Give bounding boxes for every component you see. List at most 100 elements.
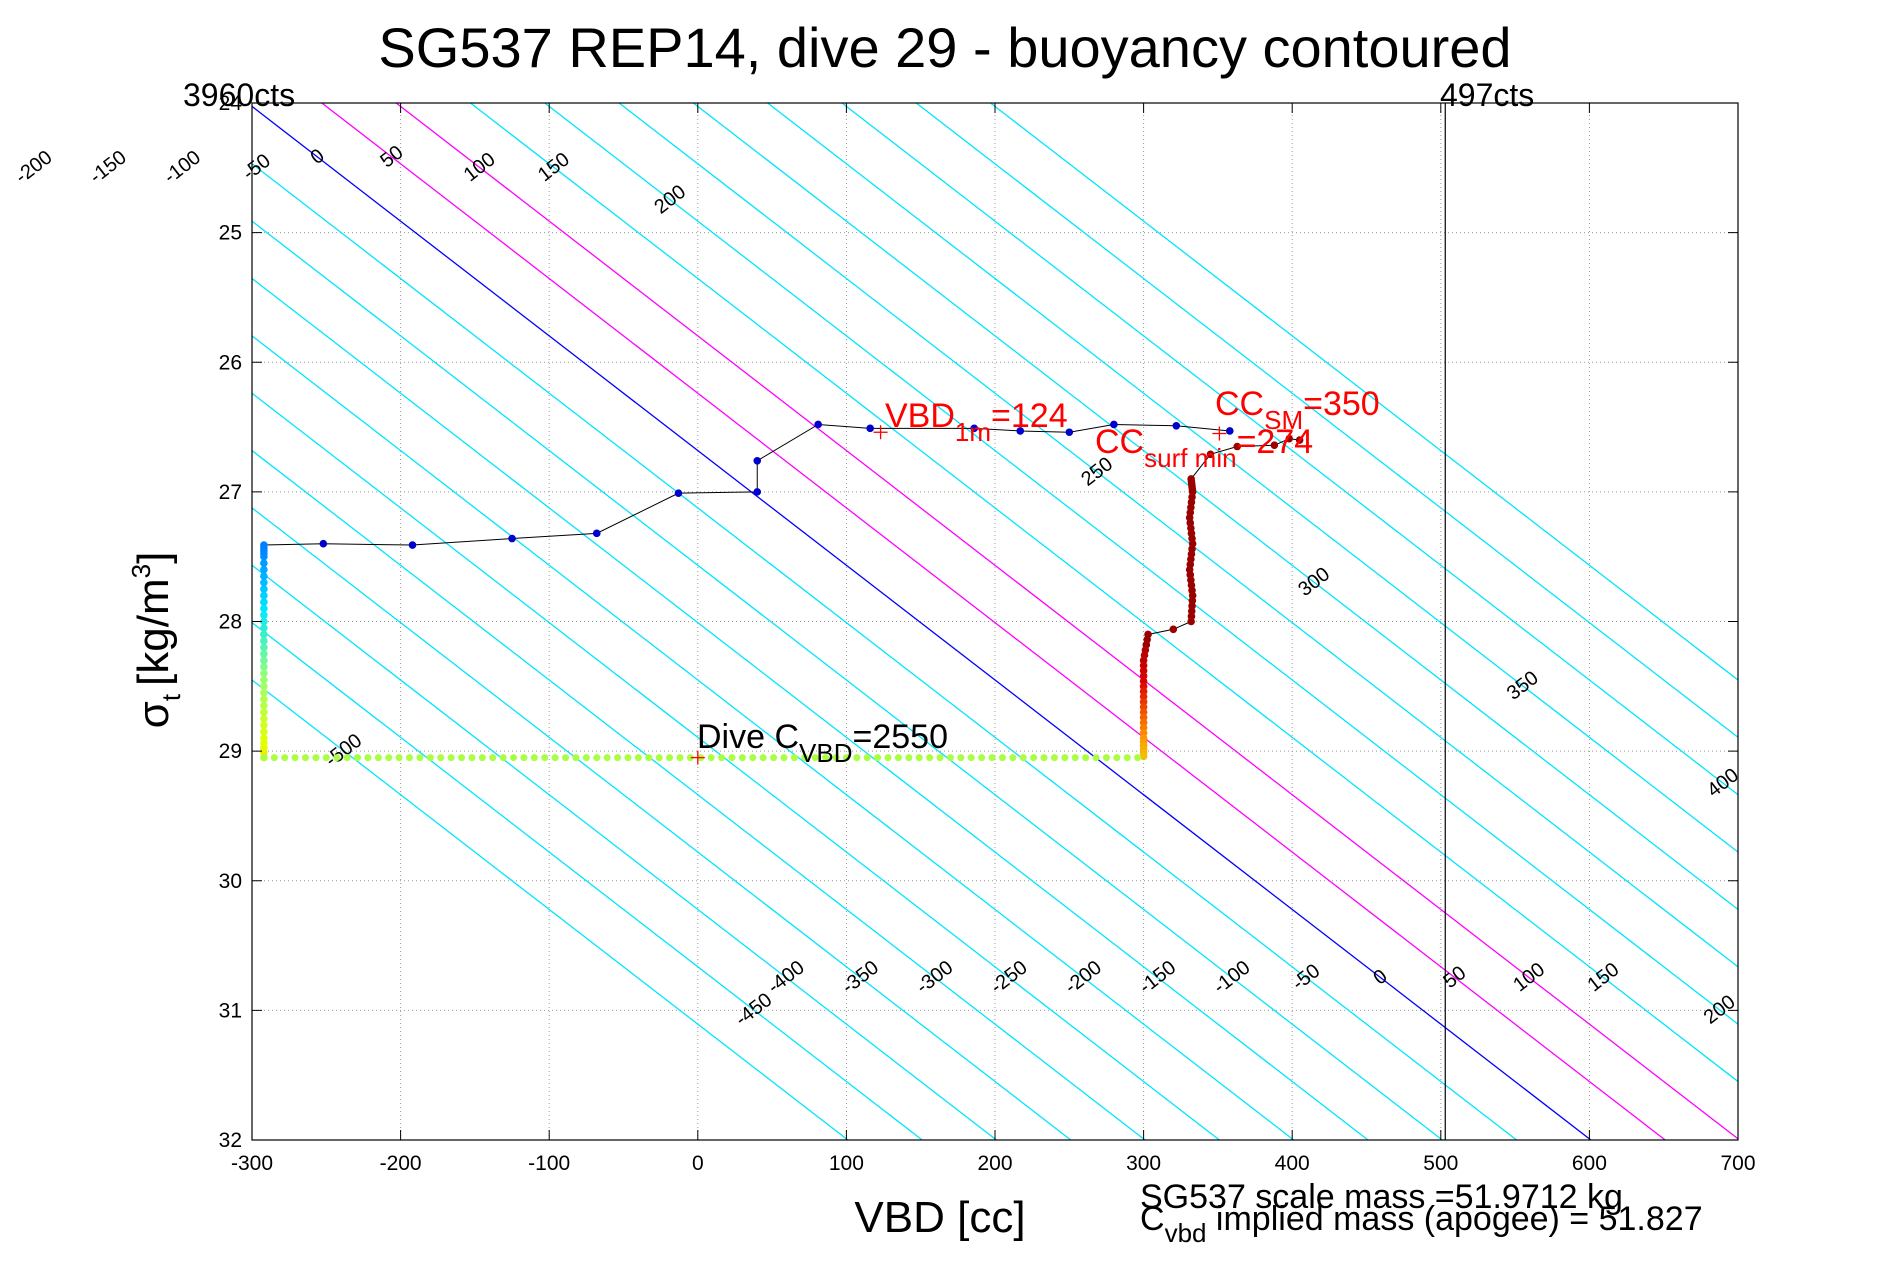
contour-350 — [767, 103, 1738, 853]
corner-label-top-left: 3960cts — [183, 77, 295, 113]
y-axis-close: ] — [129, 552, 178, 564]
climb-point — [866, 424, 874, 433]
y-tick-label: 30 — [219, 870, 242, 893]
contour--150 — [252, 277, 1369, 1140]
apogee-point — [416, 754, 424, 762]
apogee-point — [1123, 754, 1131, 762]
chart-title: SG537 REP14, dive 29 - buoyancy contoure… — [378, 16, 1511, 79]
climb-point — [260, 591, 268, 600]
climb-point — [753, 456, 762, 465]
dive-point — [1139, 752, 1148, 761]
apogee-point — [333, 754, 341, 762]
apogee-point — [634, 754, 642, 762]
contour--400 — [252, 564, 997, 1140]
apogee-point — [915, 754, 923, 762]
apogee-point — [499, 754, 507, 762]
annotation-2: CCsurf min=274 — [1095, 423, 1313, 473]
apogee-point — [1050, 754, 1058, 762]
climb-point — [1172, 421, 1181, 430]
contour--200 — [252, 335, 1295, 1140]
apogee-point — [811, 754, 819, 762]
climb-point — [260, 695, 268, 704]
apogee-point — [281, 754, 289, 762]
contour-label-top-6: -150 — [86, 146, 131, 188]
contour-label-top-12: 150 — [534, 148, 574, 186]
apogee-point — [728, 754, 736, 762]
apogee-point — [1113, 754, 1121, 762]
contour--500 — [252, 679, 849, 1140]
apogee-point — [655, 754, 663, 762]
apogee-point — [1030, 754, 1038, 762]
apogee-point — [686, 754, 694, 762]
apogee-point — [967, 754, 975, 762]
climb-point — [260, 682, 268, 691]
footer-c: C — [1140, 1200, 1165, 1238]
annotation-value: =274 — [1237, 423, 1314, 461]
climb-point — [260, 714, 268, 723]
corner-label-top-right: 497cts — [1440, 77, 1534, 113]
climb-point — [260, 734, 268, 742]
apogee-point — [562, 754, 570, 762]
contour-300 — [692, 103, 1738, 911]
apogee-point — [406, 754, 414, 762]
apogee-point — [988, 754, 996, 762]
apogee-point — [863, 754, 871, 762]
contour-label-top-10: 50 — [376, 141, 407, 172]
climb-point — [260, 565, 268, 574]
x-tick-label: -100 — [528, 1152, 570, 1175]
x-tick-label: 300 — [1126, 1152, 1161, 1175]
apogee-point — [1061, 754, 1069, 762]
contour--350 — [252, 507, 1072, 1140]
annotation-main: VBD — [885, 397, 955, 435]
apogee-point — [541, 754, 549, 762]
y-tick-label: 24 — [219, 92, 243, 115]
footer-c-sub: vbd — [1165, 1218, 1207, 1248]
apogee-point — [385, 754, 393, 762]
climb-point — [408, 541, 417, 549]
apogee-point — [510, 754, 518, 762]
annotation-value: =350 — [1303, 385, 1380, 423]
apogee-point — [374, 754, 382, 762]
apogee-point — [884, 754, 892, 762]
apogee-point — [853, 754, 861, 762]
annotation-main: CC — [1215, 385, 1264, 423]
y-axis-exponent: 3 — [126, 564, 156, 578]
apogee-point — [926, 754, 934, 762]
climb-point — [260, 669, 268, 678]
apogee-point — [832, 754, 840, 762]
dive-point — [1169, 625, 1178, 634]
contour-50 — [321, 103, 1666, 1140]
contour-label-bottom-5: -200 — [1061, 956, 1106, 998]
data-series — [260, 420, 1304, 762]
x-tick-label: -300 — [231, 1152, 273, 1175]
apogee-point — [842, 754, 850, 762]
contour--100 — [252, 220, 1443, 1140]
contour-100 — [395, 103, 1738, 1140]
climb-point — [260, 721, 268, 729]
contour-400 — [841, 103, 1738, 796]
apogee-point — [822, 754, 830, 762]
y-tick-label: 25 — [219, 222, 242, 245]
plot-axes — [251, 102, 1739, 1141]
contour--300 — [252, 449, 1146, 1140]
climb-point — [1016, 427, 1025, 435]
y-tick-label: 31 — [219, 999, 242, 1022]
x-tick-label: -200 — [380, 1152, 422, 1175]
dive-point — [1206, 450, 1215, 459]
contour--450 — [252, 621, 923, 1140]
contour-label-bottom-4: -250 — [986, 956, 1031, 998]
climb-point — [260, 585, 268, 593]
apogee-point — [426, 754, 434, 762]
y-tick-label: 27 — [219, 481, 242, 504]
x-tick-label: 200 — [977, 1152, 1012, 1175]
climb-point — [674, 489, 683, 497]
annotation-main: CC — [1095, 423, 1144, 461]
x-tick-label: 700 — [1720, 1152, 1755, 1175]
annotation-value: =2550 — [853, 718, 949, 756]
contour-label-bottom-9: 0 — [1369, 965, 1391, 989]
contour-label-bottom-1: -400 — [764, 956, 809, 998]
tick-labels: -300 -200 -100 0 100 200 300 400 500 600 700242526… — [219, 92, 1756, 1175]
apogee-point — [946, 754, 954, 762]
